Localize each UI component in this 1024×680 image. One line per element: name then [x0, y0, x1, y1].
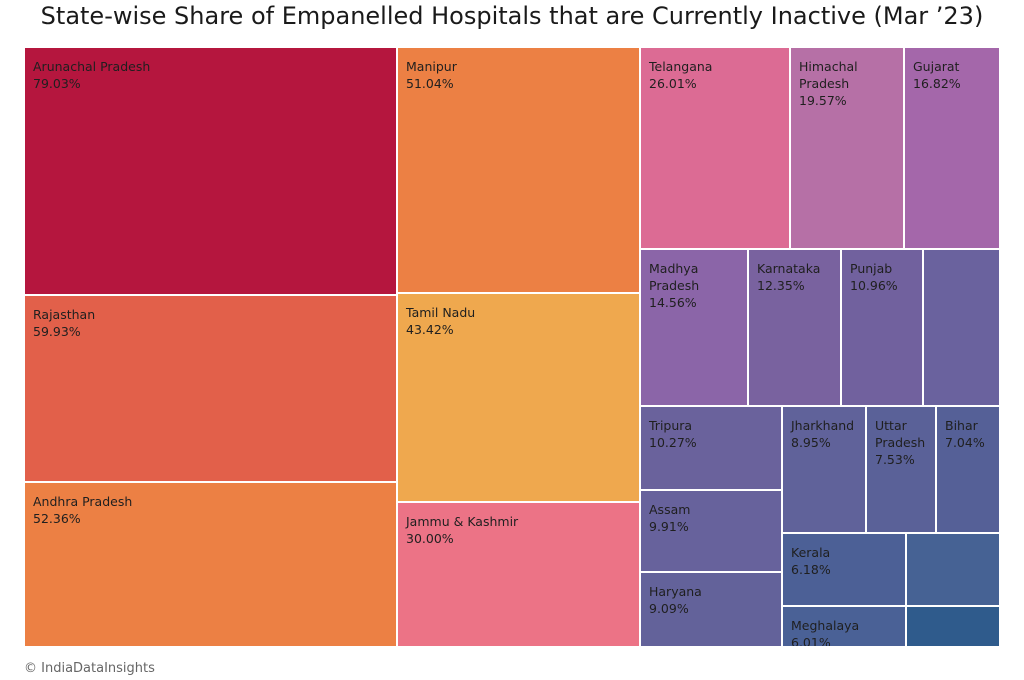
treemap-tile: Manipur 51.04% [397, 47, 640, 293]
tile-value: 26.01% [649, 76, 697, 91]
treemap: Arunachal Pradesh 79.03% Rajasthan 59.93% An… [24, 47, 1000, 647]
treemap-tile: Himachal Pradesh 19.57% [790, 47, 904, 249]
tile-label: Arunachal Pradesh 79.03% [33, 59, 151, 91]
treemap-tile: Rajasthan 59.93% [24, 295, 397, 482]
tile-label: Punjab 10.96% [850, 261, 898, 293]
tile-label: Assam 9.91% [649, 502, 691, 534]
tile-value: 6.01% [791, 635, 831, 647]
treemap-tile: Jammu & Kashmir 30.00% [397, 502, 640, 647]
credit-text: © IndiaDataInsights [24, 661, 155, 676]
treemap-tile: Tamil Nadu 43.42% [397, 293, 640, 502]
tile-label: Gujarat 16.82% [913, 59, 961, 91]
treemap-tile: Telangana 26.01% [640, 47, 790, 249]
tile-label: Uttar Pradesh 7.53% [875, 418, 926, 467]
tile-label: Himachal Pradesh 19.57% [799, 59, 858, 108]
treemap-tile: Bihar 7.04% [936, 406, 1000, 533]
tile-value: 30.00% [406, 531, 454, 546]
tile-label: Meghalaya 6.01% [791, 617, 859, 647]
treemap-tile: Arunachal Pradesh 79.03% [24, 47, 397, 295]
treemap-tile: Punjab 10.96% [841, 249, 923, 406]
treemap-tile [906, 606, 1000, 647]
treemap-tile [906, 533, 1000, 606]
treemap-tile: Andhra Pradesh 52.36% [24, 482, 397, 647]
tile-value: 14.56% [649, 295, 697, 310]
tile-label: Jharkhand 8.95% [791, 418, 855, 450]
treemap-tile: Gujarat 16.82% [904, 47, 1000, 249]
tile-value: 9.91% [649, 519, 689, 534]
tile-value: 7.04% [945, 435, 985, 450]
tile-label: Tamil Nadu 43.42% [406, 305, 476, 337]
tile-value: 10.96% [850, 278, 898, 293]
tile-label: Andhra Pradesh 52.36% [33, 494, 133, 526]
tile-label: Kerala 6.18% [791, 545, 831, 577]
treemap-tile: Jharkhand 8.95% [782, 406, 866, 533]
tile-value: 59.93% [33, 324, 81, 339]
tile-label: Tripura 10.27% [649, 418, 697, 450]
tile-label: Haryana 9.09% [649, 584, 702, 616]
tile-value: 79.03% [33, 76, 81, 91]
tile-value: 19.57% [799, 93, 847, 108]
chart-title: State-wise Share of Empanelled Hospitals… [40, 2, 984, 30]
treemap-tile: Haryana 9.09% [640, 572, 782, 647]
tile-value: 6.18% [791, 562, 831, 577]
tile-value: 43.42% [406, 322, 454, 337]
tile-value: 52.36% [33, 511, 81, 526]
tile-value: 10.27% [649, 435, 697, 450]
tile-value: 8.95% [791, 435, 831, 450]
tile-label: Karnataka 12.35% [757, 261, 821, 293]
treemap-tile: Uttar Pradesh 7.53% [866, 406, 936, 533]
tile-value: 7.53% [875, 452, 915, 467]
tile-label: Jammu & Kashmir 30.00% [406, 514, 519, 546]
tile-label: Bihar 7.04% [945, 418, 985, 450]
treemap-tile: Kerala 6.18% [782, 533, 906, 606]
treemap-tile: Karnataka 12.35% [748, 249, 841, 406]
tile-value: 16.82% [913, 76, 961, 91]
treemap-tile: Tripura 10.27% [640, 406, 782, 490]
tile-value: 51.04% [406, 76, 454, 91]
tile-label: Manipur 51.04% [406, 59, 457, 91]
treemap-tile [923, 249, 1000, 406]
tile-value: 9.09% [649, 601, 689, 616]
tile-value: 12.35% [757, 278, 805, 293]
treemap-tile: Assam 9.91% [640, 490, 782, 572]
tile-label: Telangana 26.01% [649, 59, 713, 91]
tile-label: Madhya Pradesh 14.56% [649, 261, 700, 310]
treemap-tile: Madhya Pradesh 14.56% [640, 249, 748, 406]
tile-label: Rajasthan 59.93% [33, 307, 96, 339]
treemap-tile: Meghalaya 6.01% [782, 606, 906, 647]
